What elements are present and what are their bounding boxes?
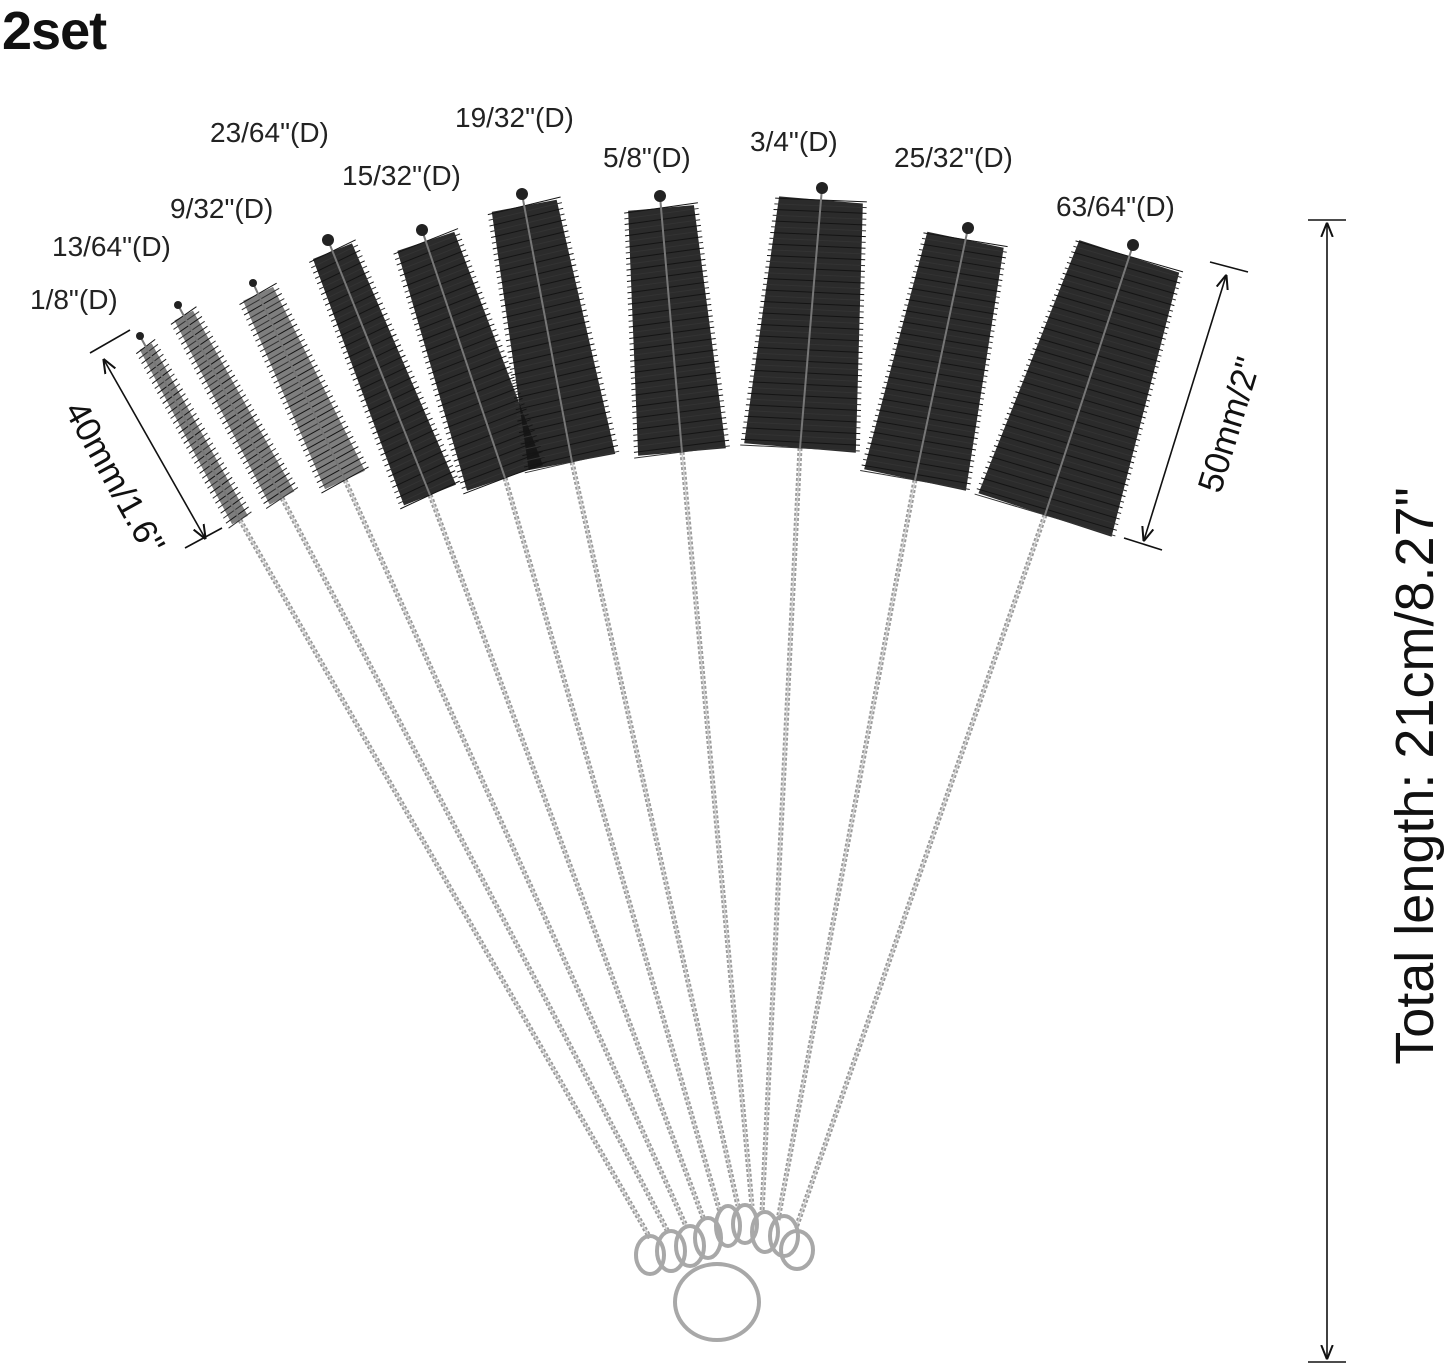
dimension-arrow: [104, 360, 205, 538]
brush-tip: [416, 224, 428, 236]
main-ring: [673, 1262, 761, 1342]
size-label-4: 23/64"(D): [210, 117, 329, 148]
brush-tip: [249, 279, 257, 287]
brush-core-wire: [421, 229, 506, 479]
small-head-dimension: [89, 329, 223, 549]
size-label-1: 1/8"(D): [30, 284, 118, 315]
brush-tip: [962, 222, 974, 234]
brush-head-6: [487, 188, 620, 474]
loop-ring: [750, 1210, 780, 1254]
wire-handles: [237, 447, 1048, 1240]
brush-wire-highlight-9: [777, 479, 916, 1221]
brush-tip: [136, 332, 144, 340]
brush-tip: [516, 188, 528, 200]
brush-core-wire: [799, 187, 823, 449]
brush-core-wire: [1044, 244, 1134, 516]
brush-wire-highlight-10: [795, 514, 1046, 1229]
brush-core-wire: [914, 227, 969, 481]
total-length-label: Total length: 21cm/8.27": [1385, 487, 1445, 1065]
set-count-title: 2set: [2, 1, 107, 61]
brush-wire-highlight-3: [344, 479, 687, 1227]
brush-core-wire: [139, 335, 241, 521]
dimension-arrow: [1144, 276, 1226, 540]
brush-wire-highlight-6: [571, 461, 739, 1207]
brush-wire-highlight-5: [504, 477, 721, 1213]
brush-core-wire: [327, 239, 431, 496]
brush-head-3: [239, 279, 369, 494]
size-label-8: 3/4"(D): [750, 126, 838, 157]
loop-ring: [731, 1203, 759, 1245]
brush-head-4: [309, 234, 460, 510]
size-label-10: 63/64"(D): [1056, 191, 1175, 222]
size-label-5: 15/32"(D): [342, 160, 461, 191]
loop-ring: [693, 1216, 723, 1260]
brush-wire-highlight-8: [761, 447, 801, 1213]
dimension-tick: [1209, 261, 1249, 273]
brush-core-wire: [252, 282, 346, 481]
brush-tip: [816, 182, 828, 194]
brush-wire-highlight-2: [281, 497, 669, 1233]
dimension-tick: [1123, 537, 1163, 551]
brush-head-10: [974, 239, 1184, 537]
brush-tip: [322, 234, 334, 246]
loop-ring: [714, 1204, 742, 1248]
brush-core-wire: [177, 304, 283, 499]
brush-core-wire: [521, 193, 573, 463]
brush-tip: [654, 190, 666, 202]
size-label-9: 25/32"(D): [894, 142, 1013, 173]
brush-wire-highlight-1: [239, 519, 651, 1239]
loop-ring: [768, 1214, 800, 1258]
loop-ring: [779, 1229, 815, 1271]
brush-wire-highlight-7: [681, 451, 753, 1207]
loop-ring: [634, 1234, 666, 1276]
brush-core-wire: [659, 195, 683, 453]
total-length-dimension: [1308, 219, 1346, 1363]
brush-head-8: [740, 182, 867, 453]
key-rings: [634, 1203, 815, 1342]
loop-ring: [655, 1229, 687, 1273]
size-label-2: 13/64"(D): [52, 231, 171, 262]
brush-head-9: [860, 222, 1008, 491]
size-label-7: 5/8"(D): [603, 142, 691, 173]
loop-ring: [674, 1224, 706, 1268]
large-head-dimension: [1123, 261, 1249, 551]
brush-wire-highlight-4: [429, 494, 705, 1221]
dimension-tick: [89, 329, 131, 354]
brush-tip: [174, 301, 182, 309]
dimension-tick: [184, 527, 223, 549]
brush-tip: [1127, 239, 1139, 251]
size-label-3: 9/32"(D): [170, 193, 274, 224]
brush-head-5: [393, 224, 547, 495]
size-label-6: 19/32"(D): [455, 102, 574, 133]
brush-head-7: [624, 190, 730, 459]
brush-heads: [135, 182, 1184, 537]
